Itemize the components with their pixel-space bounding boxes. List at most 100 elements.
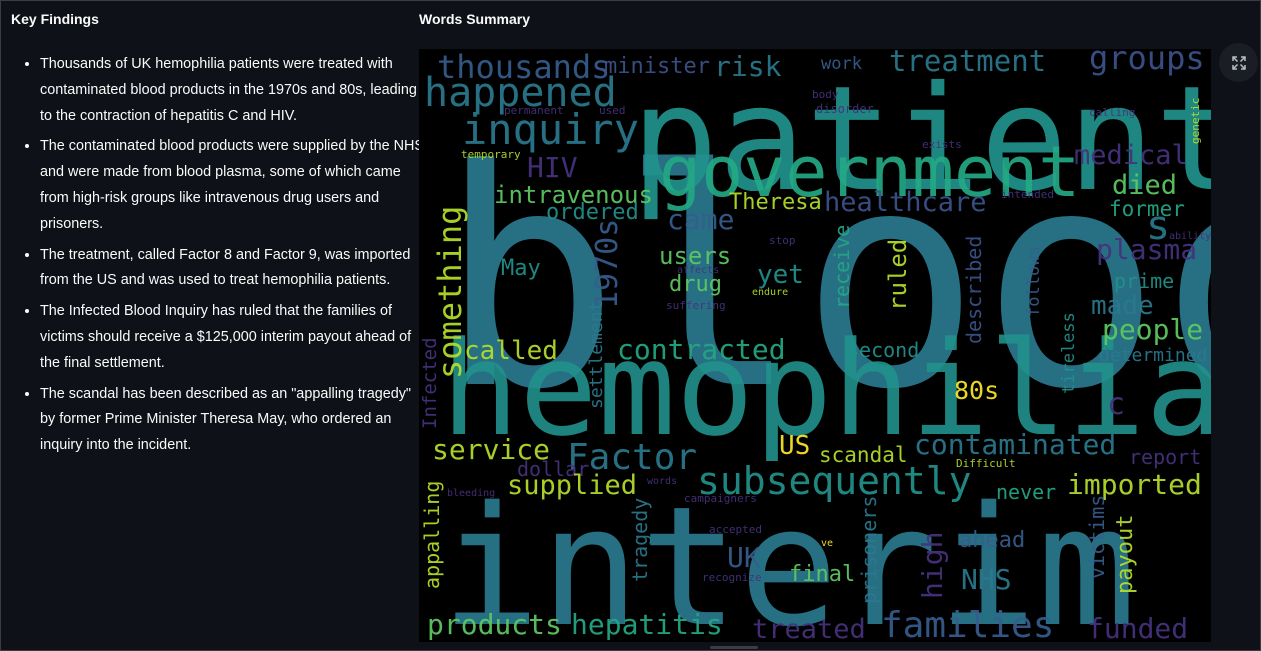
cloud-word: patients <box>631 55 1211 224</box>
cloud-word: subsequently <box>697 459 972 503</box>
cloud-word: determined <box>1099 345 1207 366</box>
cloud-word: Difficult <box>956 457 1016 470</box>
cloud-word: words <box>647 476 677 487</box>
cloud-word: ruled <box>884 239 912 311</box>
cloud-word: intravenous <box>494 181 653 209</box>
cloud-word: suffering <box>666 299 726 312</box>
cloud-word: victims <box>1085 495 1109 579</box>
key-findings-list: Thousands of UK hemophilia patients were… <box>11 52 425 464</box>
cloud-word: inquiry <box>462 105 639 154</box>
finding-item: The treatment, called Factor 8 and Facto… <box>40 243 425 295</box>
cloud-word: treatment <box>889 49 1046 78</box>
cloud-word: plasma <box>1096 233 1197 266</box>
resize-handle[interactable] <box>710 646 758 649</box>
cloud-word: permanent <box>504 104 564 117</box>
cloud-word: drug <box>669 272 722 297</box>
cloud-word: users <box>659 242 731 270</box>
cloud-word: ahead <box>959 528 1025 553</box>
cloud-word: blood <box>439 106 1211 455</box>
cloud-word: high <box>916 532 949 599</box>
cloud-word: receive <box>830 225 854 309</box>
cloud-word: second <box>847 338 919 362</box>
fullscreen-button[interactable] <box>1219 43 1258 82</box>
cloud-word: 1970s <box>590 219 625 309</box>
cloud-word: body <box>812 88 839 101</box>
cloud-word: affects <box>677 265 719 276</box>
cloud-word: report <box>1129 445 1201 469</box>
cloud-word: settlement <box>586 301 607 409</box>
cloud-word: ordered <box>546 200 639 225</box>
cloud-word: imported <box>1067 468 1202 501</box>
cloud-word: 80s <box>954 376 999 405</box>
cloud-word: follows <box>1024 245 1044 317</box>
cloud-word: contracted <box>617 333 786 366</box>
cloud-word: something <box>431 206 469 379</box>
cloud-word: tragedy <box>628 498 652 582</box>
cloud-word: HIV <box>527 151 578 184</box>
cloud-word: hepatitis <box>571 608 723 641</box>
cloud-word: ability <box>1169 231 1211 242</box>
cloud-word: prime <box>1114 269 1174 293</box>
cloud-word: former <box>1109 197 1185 221</box>
cloud-word: exists <box>922 138 962 151</box>
cloud-word: appalling <box>420 481 444 589</box>
cloud-word: May <box>501 256 541 281</box>
cloud-word: NHS <box>961 563 1012 596</box>
cloud-word: Factor <box>567 437 697 478</box>
cloud-word: risk <box>714 50 782 83</box>
expand-icon <box>1231 55 1246 70</box>
key-findings-title: Key Findings <box>11 11 99 27</box>
cloud-word: temporary <box>461 148 521 161</box>
cloud-word: families <box>881 605 1054 642</box>
cloud-word: US <box>779 431 810 461</box>
finding-item: The scandal has been described as an "ap… <box>40 382 425 459</box>
cloud-word: hemophilia <box>441 313 1211 465</box>
cloud-word: supplied <box>507 470 637 501</box>
cloud-word: calling <box>1089 106 1135 119</box>
cloud-word: tireless <box>1059 312 1079 394</box>
cloud-word: people <box>1102 313 1203 346</box>
cloud-word: ve <box>821 538 833 549</box>
cloud-word: genetic <box>1189 98 1202 144</box>
cloud-word: yet <box>757 260 804 290</box>
cloud-word: UK <box>727 541 761 574</box>
cloud-word: work <box>821 54 862 74</box>
cloud-word: recognize <box>702 571 762 584</box>
cloud-word: prisoners <box>857 496 881 604</box>
cloud-word: final <box>789 562 855 587</box>
cloud-word: never <box>996 480 1056 504</box>
cloud-word: contaminated <box>914 428 1116 461</box>
cloud-word: funded <box>1087 612 1188 642</box>
cloud-word: came <box>667 203 734 236</box>
finding-item: The contaminated blood products were sup… <box>40 134 425 237</box>
cloud-word: Theresa <box>729 190 822 215</box>
cloud-word: bleeding <box>447 488 495 499</box>
cloud-word: scandal <box>819 443 908 467</box>
finding-item: The Infected Blood Inquiry has ruled tha… <box>40 299 425 376</box>
cloud-word: called <box>464 336 558 366</box>
cloud-word: c <box>1107 387 1125 422</box>
finding-item: Thousands of UK hemophilia patients were… <box>40 52 425 129</box>
cloud-word: disorder <box>816 102 874 116</box>
cloud-word: Infected <box>419 337 441 429</box>
cloud-word: payout <box>1113 515 1138 594</box>
cloud-word: healthcare <box>824 187 987 218</box>
cloud-word: medical <box>1074 140 1188 171</box>
cloud-word: made <box>1091 291 1154 321</box>
cloud-word: service <box>432 433 550 466</box>
cloud-word: described <box>962 236 986 344</box>
cloud-word: products <box>427 608 562 641</box>
cloud-word: interim <box>441 471 1136 642</box>
cloud-word: used <box>599 104 626 117</box>
cloud-word: treated <box>752 614 866 642</box>
cloud-word: minister <box>604 54 710 79</box>
cloud-word: happened <box>424 70 617 116</box>
cloud-word: endure <box>752 287 788 298</box>
cloud-word: dollar <box>517 457 589 481</box>
words-summary-title: Words Summary <box>419 11 530 27</box>
cloud-word: s <box>1146 203 1170 249</box>
cloud-word: died <box>1112 170 1177 201</box>
cloud-word: stop <box>769 234 796 247</box>
